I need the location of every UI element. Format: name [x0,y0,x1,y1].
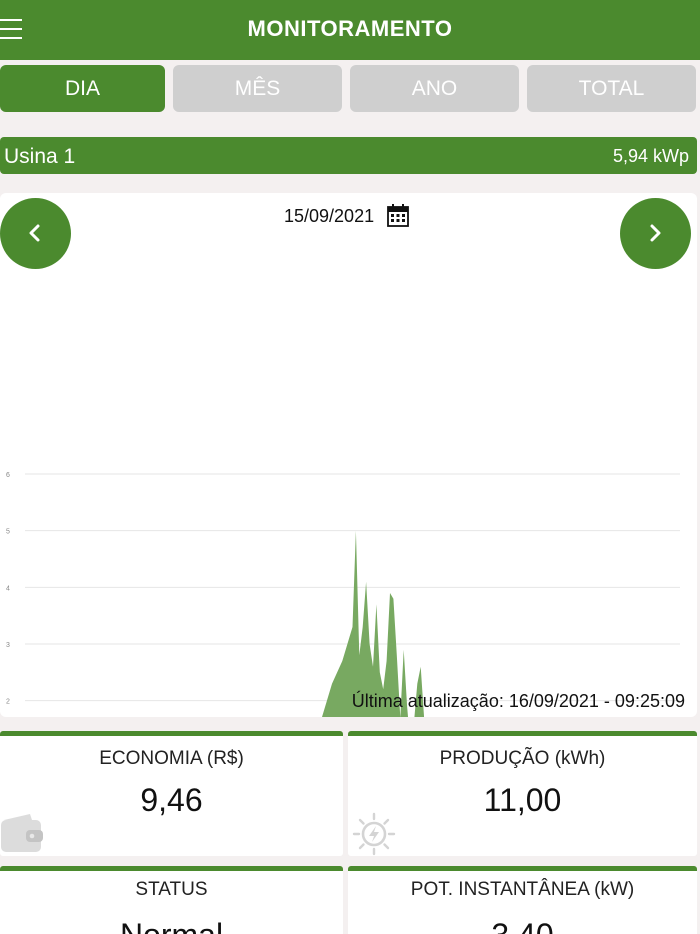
pot-instantanea-card: POT. INSTANTÂNEA (kW) 3,40 [348,866,697,934]
page-title: MONITORAMENTO [247,16,453,41]
tab-dia[interactable]: DIA [0,65,165,112]
sun-bolt-icon [352,812,396,856]
y-tick-label: 4 [6,585,10,592]
prev-day-button[interactable] [0,198,71,269]
chevron-right-icon [650,224,661,242]
last-update-text: Última atualização: 16/09/2021 - 09:25:0… [351,691,685,711]
tab-total[interactable]: TOTAL [527,65,696,112]
next-day-button[interactable] [620,198,691,269]
status-value: Normal [0,917,343,934]
producao-value: 11,00 [483,782,562,818]
top-bar: MONITORAMENTO [0,0,700,60]
pot-instantanea-value: 3,40 [348,917,697,934]
producao-label: PRODUÇÃO (kWh) [439,748,606,769]
plant-power: 5,94 kWp [612,146,689,166]
y-tick-label: 2 [6,699,10,706]
calendar-icon[interactable] [387,203,409,227]
plant-bar[interactable]: Usina 1 5,94 kWp [0,137,697,174]
period-tabs: DIA MÊS ANO TOTAL [0,65,700,113]
power-chart: 012345605:0007:0009:0011:0013:0015:0017:… [6,472,680,717]
economia-label: ECONOMIA (R$) [99,748,244,769]
pot-instantanea-label: POT. INSTANTÂNEA (kW) [410,879,635,900]
tab-mes[interactable]: MÊS [173,65,342,112]
y-tick-label: 6 [6,472,10,479]
economia-card: ECONOMIA (R$) 9,46 [0,731,343,856]
series-area [322,530,425,717]
plant-name: Usina 1 [4,145,76,168]
chevron-left-icon [29,224,40,242]
hamburger-menu-icon[interactable] [0,19,22,39]
economia-value: 9,46 [140,782,203,818]
status-card: STATUS Normal [0,866,343,934]
y-tick-label: 5 [6,529,10,536]
wallet-icon [1,814,43,852]
tab-ano[interactable]: ANO [350,65,519,112]
y-tick-label: 3 [6,642,10,649]
status-label: STATUS [135,879,208,900]
producao-card: PRODUÇÃO (kWh) 11,00 [348,731,697,856]
chart-card: 012345605:0007:0009:0011:0013:0015:0017:… [0,193,697,717]
selected-date[interactable]: 15/09/2021 [284,206,375,226]
